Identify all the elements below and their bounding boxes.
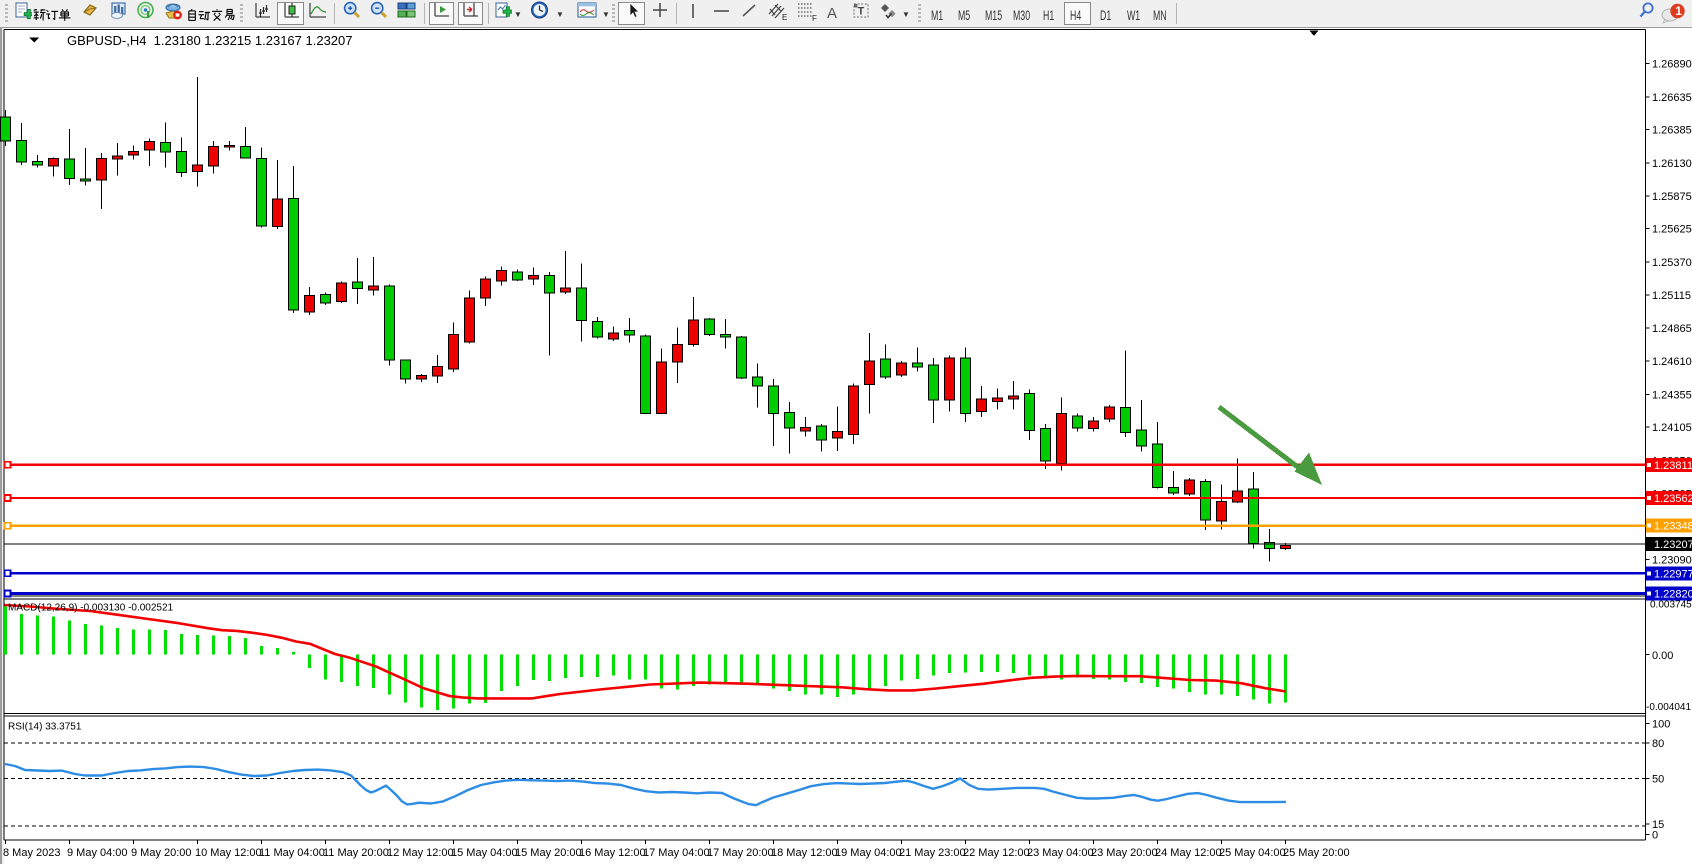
svg-text:15: 15: [1652, 819, 1664, 831]
svg-text:1.25370: 1.25370: [1652, 257, 1692, 269]
svg-text:15 May 20:00: 15 May 20:00: [515, 847, 582, 859]
svg-text:GBPUSD-,H4 1.23180 1.23215 1.: GBPUSD-,H4 1.23180 1.23215 1.23167 1.232…: [67, 33, 353, 48]
svg-text:12 May 12:00: 12 May 12:00: [387, 847, 454, 859]
svg-text:1.26130: 1.26130: [1652, 158, 1692, 170]
svg-text:1.25625: 1.25625: [1652, 224, 1692, 236]
svg-text:25 May 20:00: 25 May 20:00: [1283, 847, 1350, 859]
svg-text:19 May 04:00: 19 May 04:00: [835, 847, 902, 859]
svg-text:1.23090: 1.23090: [1652, 555, 1692, 567]
svg-text:0.003745: 0.003745: [1650, 600, 1692, 611]
svg-text:17 May 20:00: 17 May 20:00: [707, 847, 774, 859]
svg-text:1.26635: 1.26635: [1652, 92, 1692, 104]
svg-text:15 May 04:00: 15 May 04:00: [451, 847, 518, 859]
svg-text:1.22977: 1.22977: [1654, 568, 1692, 580]
svg-text:50: 50: [1652, 774, 1664, 786]
svg-text:MACD(12,26,9) -0.003130 -0.002: MACD(12,26,9) -0.003130 -0.002521: [8, 603, 174, 614]
svg-text:1.23562: 1.23562: [1654, 493, 1692, 505]
svg-text:11 May 04:00: 11 May 04:00: [259, 847, 325, 859]
svg-text:8 May 2023: 8 May 2023: [3, 847, 60, 859]
svg-text:1.24105: 1.24105: [1652, 422, 1692, 434]
svg-text:F: F: [812, 14, 817, 23]
svg-text:1.24865: 1.24865: [1652, 323, 1692, 335]
svg-text:22 May 12:00: 22 May 12:00: [963, 847, 1030, 859]
svg-text:23 May 20:00: 23 May 20:00: [1091, 847, 1158, 859]
svg-text:1: 1: [1675, 4, 1682, 18]
svg-text:24 May 12:00: 24 May 12:00: [1155, 847, 1222, 859]
svg-text:9 May 20:00: 9 May 20:00: [131, 847, 192, 859]
svg-text:11 May 20:00: 11 May 20:00: [323, 847, 389, 859]
svg-text:17 May 04:00: 17 May 04:00: [643, 847, 710, 859]
svg-text:1.26385: 1.26385: [1652, 125, 1692, 137]
svg-text:1.26890: 1.26890: [1652, 59, 1692, 71]
svg-text:18 May 12:00: 18 May 12:00: [771, 847, 838, 859]
svg-text:1.24355: 1.24355: [1652, 389, 1692, 401]
svg-text:21 May 23:00: 21 May 23:00: [899, 847, 966, 859]
svg-text:10 May 12:00: 10 May 12:00: [195, 847, 262, 859]
svg-text:25 May 04:00: 25 May 04:00: [1219, 847, 1286, 859]
svg-text:1.24610: 1.24610: [1652, 356, 1692, 368]
svg-text:23 May 04:00: 23 May 04:00: [1027, 847, 1094, 859]
svg-text:E: E: [782, 13, 787, 22]
svg-text:16 May 12:00: 16 May 12:00: [579, 847, 646, 859]
svg-text:RSI(14) 33.3751: RSI(14) 33.3751: [8, 722, 82, 733]
svg-text:-0.004041: -0.004041: [1646, 702, 1691, 713]
svg-text:0: 0: [1652, 830, 1658, 842]
svg-text:0.00: 0.00: [1652, 650, 1673, 662]
svg-text:1.23811: 1.23811: [1654, 460, 1692, 472]
svg-text:1.22820: 1.22820: [1654, 589, 1692, 601]
svg-text:T: T: [858, 6, 865, 18]
svg-text:1.25875: 1.25875: [1652, 191, 1692, 203]
svg-text:1.23207: 1.23207: [1654, 539, 1692, 551]
svg-text:9 May 04:00: 9 May 04:00: [67, 847, 128, 859]
svg-text:1.23348: 1.23348: [1654, 521, 1692, 533]
svg-text:1.25115: 1.25115: [1652, 290, 1691, 302]
svg-text:100: 100: [1652, 719, 1670, 731]
svg-text:80: 80: [1652, 738, 1664, 750]
